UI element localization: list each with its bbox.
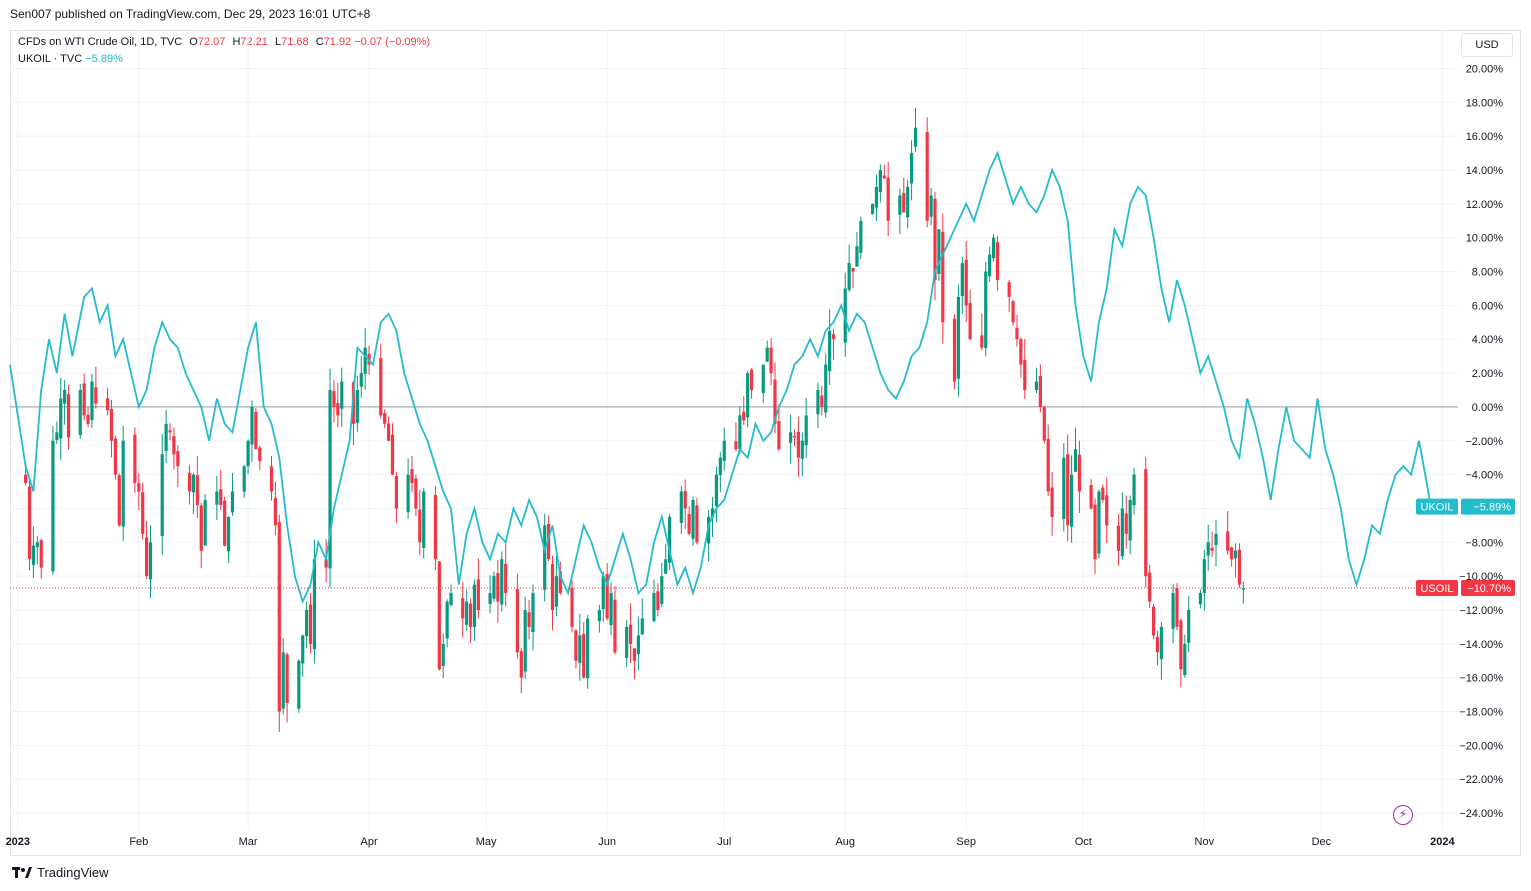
chart-frame <box>10 30 1521 856</box>
low-value: 71.68 <box>281 36 309 48</box>
footer[interactable]: TradingView <box>12 865 109 880</box>
lightning-icon[interactable]: ⚡ <box>1393 805 1413 825</box>
high-value: 72.21 <box>240 36 268 48</box>
change-value: −0.07 (−0.09%) <box>354 36 431 48</box>
close-value: 71.92 <box>323 36 352 48</box>
compare-series-legend[interactable]: UKOIL · TVC −5.89% <box>18 53 123 65</box>
open-value: 72.07 <box>197 36 226 48</box>
low-label: L <box>274 36 282 48</box>
compare-change-value: −5.89% <box>85 53 123 65</box>
open-label: O <box>189 36 198 48</box>
compare-symbol-name: UKOIL · TVC <box>18 53 83 65</box>
publication-line: Sen007 published on TradingView.com, Dec… <box>10 7 371 21</box>
close-label: C <box>315 36 324 48</box>
main-symbol-name: CFDs on WTI Crude Oil, 1D, TVC <box>18 36 183 48</box>
main-series-legend[interactable]: CFDs on WTI Crude Oil, 1D, TVC O72.07 H7… <box>18 36 430 48</box>
tradingview-logo-icon <box>12 866 32 878</box>
currency-button[interactable]: USD <box>1461 33 1513 57</box>
high-label: H <box>232 36 241 48</box>
footer-brand: TradingView <box>37 865 109 880</box>
